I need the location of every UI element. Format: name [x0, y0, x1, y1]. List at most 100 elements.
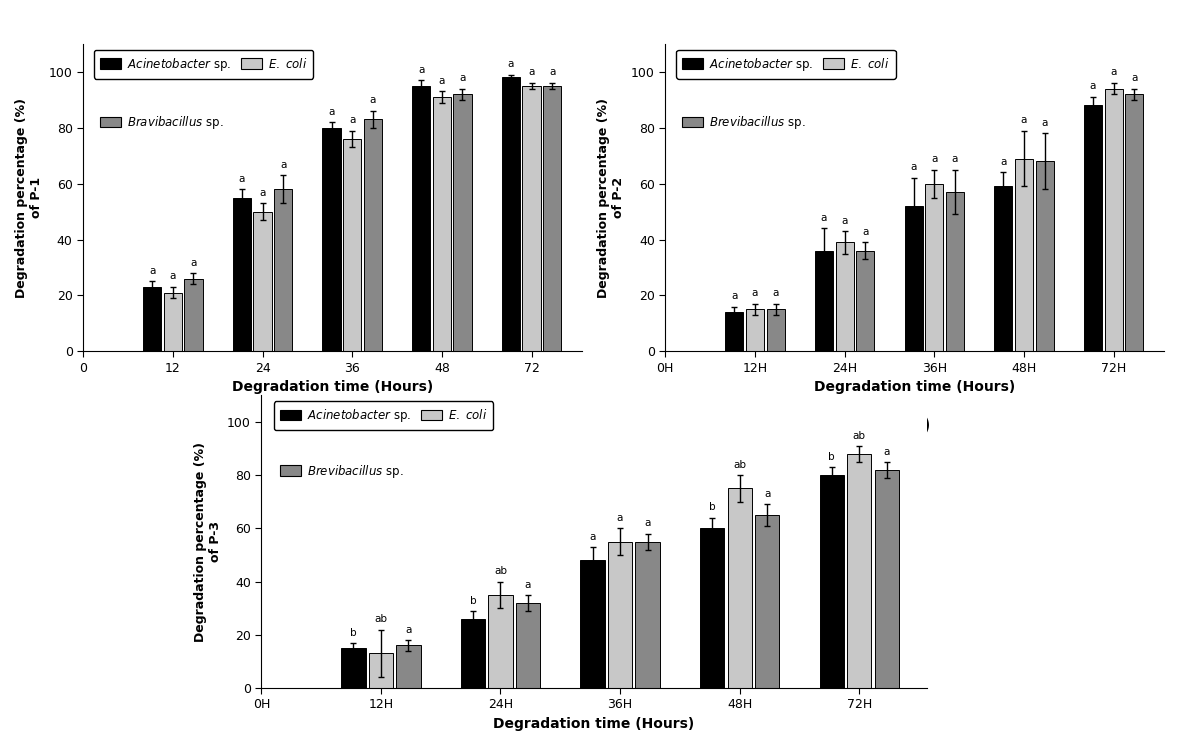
Bar: [994, 187, 1012, 351]
Bar: [847, 454, 871, 688]
Bar: [608, 542, 632, 688]
Text: a: a: [862, 227, 868, 236]
Bar: [184, 279, 202, 351]
Bar: [368, 654, 393, 688]
Bar: [253, 212, 272, 351]
X-axis label: Degradation time (Hours): Degradation time (Hours): [814, 381, 1016, 395]
Text: a: a: [884, 447, 890, 457]
Bar: [322, 128, 341, 351]
Text: a: a: [460, 73, 466, 83]
Bar: [364, 119, 381, 351]
Bar: [454, 94, 472, 351]
Text: a: a: [259, 187, 266, 198]
Text: a: a: [405, 625, 411, 635]
Bar: [1105, 89, 1123, 351]
Text: a: a: [418, 64, 424, 75]
Bar: [700, 529, 725, 688]
Text: a: a: [821, 213, 827, 223]
Bar: [835, 242, 854, 351]
Bar: [1083, 105, 1102, 351]
Text: (a): (a): [317, 417, 348, 436]
Bar: [1015, 159, 1034, 351]
Text: a: a: [328, 107, 335, 116]
Bar: [636, 542, 659, 688]
Bar: [727, 488, 752, 688]
X-axis label: Degradation time (Hours): Degradation time (Hours): [232, 381, 434, 395]
Text: ab: ab: [374, 614, 387, 624]
Text: a: a: [1000, 157, 1006, 167]
Y-axis label: Degradation percentage (%)
of P-1: Degradation percentage (%) of P-1: [15, 97, 43, 298]
Bar: [523, 86, 541, 351]
Text: a: a: [931, 154, 937, 164]
Text: a: a: [952, 154, 958, 164]
Text: a: a: [529, 67, 535, 78]
Text: a: a: [752, 288, 758, 298]
Text: a: a: [1131, 73, 1137, 83]
Text: a: a: [280, 160, 286, 170]
Y-axis label: Degradation percentage (%)
of P-2: Degradation percentage (%) of P-2: [598, 97, 625, 298]
Text: b: b: [709, 502, 715, 512]
Bar: [274, 190, 292, 351]
Bar: [857, 251, 874, 351]
Bar: [1036, 161, 1054, 351]
Bar: [766, 310, 784, 351]
Text: a: a: [841, 216, 848, 225]
Bar: [488, 595, 512, 688]
Text: a: a: [1020, 115, 1028, 125]
Legend: $\it{Brevibacillus}$ sp.: $\it{Brevibacillus}$ sp.: [274, 457, 410, 485]
Text: a: a: [617, 513, 624, 523]
Text: ab: ab: [733, 460, 746, 470]
Text: a: a: [1089, 81, 1097, 92]
Text: ab: ab: [494, 567, 507, 576]
Bar: [1125, 94, 1143, 351]
Text: b: b: [350, 627, 356, 638]
Y-axis label: Degradation percentage (%)
of P-3: Degradation percentage (%) of P-3: [194, 441, 221, 642]
Text: a: a: [438, 76, 446, 86]
Bar: [233, 198, 251, 351]
Bar: [820, 475, 843, 688]
Text: a: a: [349, 115, 355, 125]
Text: a: a: [507, 59, 514, 69]
Text: b: b: [828, 452, 835, 462]
Text: a: a: [764, 489, 770, 499]
Text: ab: ab: [853, 430, 866, 441]
Text: a: a: [525, 580, 531, 589]
Bar: [412, 86, 430, 351]
Legend: $\it{Bravibacillus}$ sp.: $\it{Bravibacillus}$ sp.: [94, 108, 229, 137]
Text: a: a: [148, 266, 156, 276]
Text: a: a: [239, 173, 245, 184]
Bar: [756, 515, 779, 688]
Text: a: a: [190, 258, 197, 267]
Text: a: a: [910, 163, 917, 173]
Text: a: a: [549, 67, 555, 78]
Bar: [543, 86, 561, 351]
Bar: [725, 313, 744, 351]
Text: a: a: [772, 288, 779, 298]
Text: a: a: [1111, 67, 1117, 78]
Bar: [946, 192, 963, 351]
Bar: [516, 603, 541, 688]
Text: a: a: [1042, 118, 1048, 128]
Bar: [874, 470, 899, 688]
Bar: [397, 646, 421, 688]
Text: a: a: [369, 95, 375, 105]
Bar: [904, 206, 923, 351]
Bar: [746, 310, 764, 351]
X-axis label: Degradation time (Hours): Degradation time (Hours): [493, 717, 695, 731]
Bar: [581, 560, 605, 688]
Bar: [343, 139, 361, 351]
Text: a: a: [170, 272, 176, 282]
Bar: [341, 648, 366, 688]
Bar: [925, 184, 943, 351]
Text: (b): (b): [899, 417, 930, 436]
Bar: [461, 619, 485, 688]
Text: a: a: [589, 531, 595, 542]
Text: a: a: [644, 518, 651, 529]
Text: b: b: [469, 596, 476, 605]
Bar: [815, 251, 833, 351]
Bar: [143, 287, 162, 351]
Legend: $\it{Brevibacillus}$ sp.: $\it{Brevibacillus}$ sp.: [676, 108, 811, 137]
Bar: [501, 78, 520, 351]
Bar: [164, 293, 182, 351]
Bar: [432, 97, 451, 351]
